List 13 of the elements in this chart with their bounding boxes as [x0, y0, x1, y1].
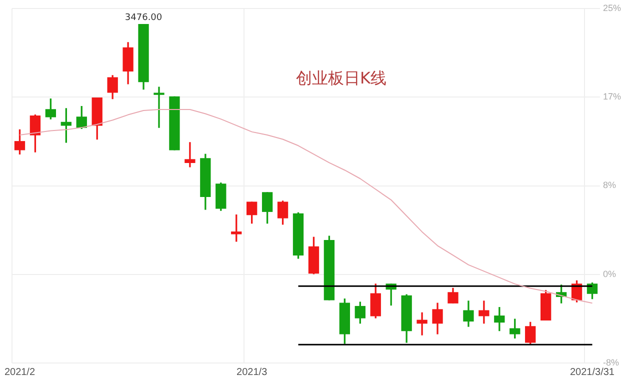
candlestick — [154, 86, 164, 128]
y-tick-label: 0% — [602, 268, 616, 279]
y-tick-label: 17% — [602, 92, 621, 102]
y-tick-label: -8% — [602, 357, 619, 368]
x-tick-label: 2021/2 — [4, 366, 36, 378]
y-tick-label: 25% — [602, 2, 621, 13]
y-tick-label: 8% — [602, 180, 616, 190]
x-tick-label: 2021/3 — [236, 366, 268, 378]
candlestick — [416, 312, 428, 336]
candlestick — [184, 142, 196, 168]
x-tick-label: 2021/3/31 — [570, 366, 615, 378]
annotation: 3476.00 — [124, 13, 162, 24]
text: 创业板日K线 — [296, 68, 387, 88]
